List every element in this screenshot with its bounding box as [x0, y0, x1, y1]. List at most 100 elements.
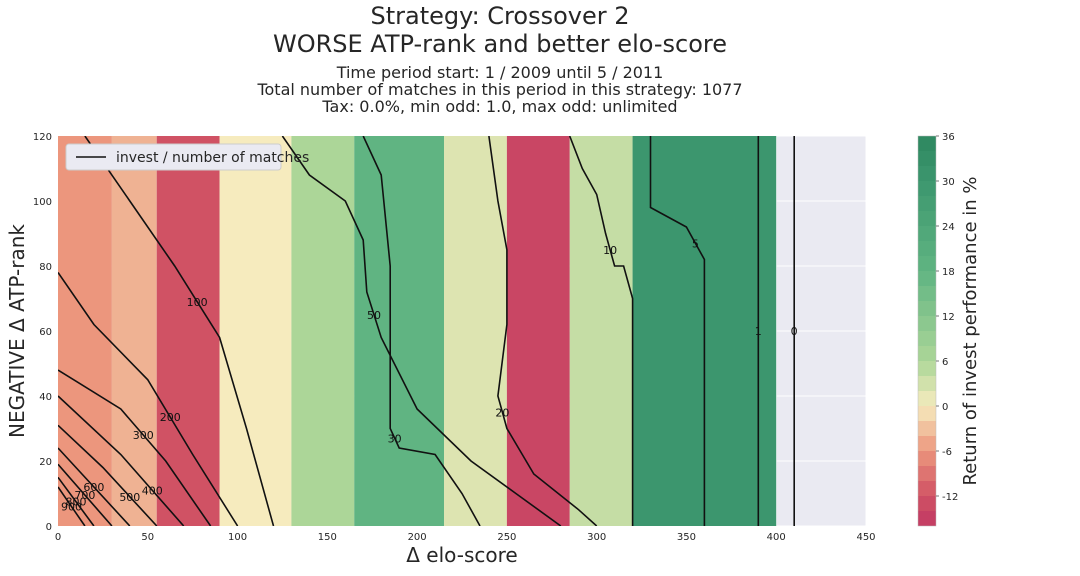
x-tick-label: 350 — [677, 532, 696, 543]
return-band-5 — [354, 136, 445, 526]
contour-label-700: 700 — [74, 489, 95, 502]
contour-line-10 — [568, 136, 634, 526]
colorbar-tick-label: 12 — [942, 312, 955, 323]
contour-line-600 — [58, 447, 131, 526]
y-tick-label: 20 — [39, 457, 52, 468]
y-axis-label: NEGATIVE Δ ATP-rank — [5, 224, 29, 438]
colorbar-step — [918, 376, 936, 391]
contour-line-700 — [58, 463, 113, 526]
chart-subtitle-tax: Tax: 0.0%, min odd: 1.0, max odd: unlimi… — [322, 97, 678, 116]
chart-title-line2: WORSE ATP-rank and better elo-score — [272, 30, 728, 58]
y-tick-label: 40 — [39, 392, 52, 403]
return-band-7 — [506, 136, 570, 526]
y-tick-label: 0 — [46, 522, 52, 533]
colorbar-step — [918, 346, 936, 361]
contour-label-10: 10 — [603, 244, 617, 257]
colorbar-step — [918, 496, 936, 511]
colorbar-tick-label: -6 — [942, 447, 952, 458]
colorbar-step — [918, 511, 936, 526]
y-tick-label: 80 — [39, 262, 52, 273]
return-band-8 — [569, 136, 633, 526]
colorbar-step — [918, 301, 936, 316]
return-band-1 — [111, 136, 157, 526]
contour-line-100 — [84, 136, 275, 526]
colorbar-step — [918, 451, 936, 466]
colorbar-frame — [917, 135, 937, 527]
contour-line-20 — [488, 136, 598, 526]
y-tick-label: 120 — [33, 132, 52, 143]
y-tick-label: 60 — [39, 327, 52, 338]
legend-entry: invest / number of matches — [116, 150, 309, 166]
colorbar-step — [918, 421, 936, 436]
colorbar-step — [918, 391, 936, 406]
colorbar-step — [918, 196, 936, 211]
colorbar-step — [918, 481, 936, 496]
colorbar-tick-label: 18 — [942, 267, 955, 278]
y-tick-label: 100 — [33, 197, 52, 208]
colorbar-step — [918, 406, 936, 421]
colorbar-step — [918, 436, 936, 451]
colorbar-step — [918, 256, 936, 271]
colorbar-tick-label: 30 — [942, 177, 955, 188]
contour-label-30: 30 — [388, 432, 402, 445]
contour-label-100: 100 — [187, 296, 208, 309]
contour-line-900 — [58, 486, 86, 526]
contour-label-1: 1 — [755, 325, 762, 338]
contour-label-800: 800 — [65, 496, 86, 509]
x-axis-label: Δ elo-score — [406, 543, 517, 567]
return-band-3 — [219, 136, 292, 526]
colorbar-tick-label: 6 — [942, 357, 948, 368]
contour-line-200 — [58, 272, 239, 526]
legend-box — [65, 143, 282, 171]
return-band-6 — [444, 136, 507, 526]
x-tick-label: 0 — [55, 532, 61, 543]
colorbar-step — [918, 361, 936, 376]
chart-subtitle-matches: Total number of matches in this period i… — [257, 80, 743, 99]
colorbar-label: Return of invest performance in % — [960, 176, 981, 485]
contour-line-50 — [281, 136, 562, 526]
x-tick-label: 150 — [318, 532, 337, 543]
contour-line-500 — [58, 424, 158, 526]
x-tick-label: 200 — [408, 532, 427, 543]
contour-label-20: 20 — [495, 406, 509, 419]
return-band-4 — [291, 136, 355, 526]
colorbar-step — [918, 211, 936, 226]
x-tick-label: 50 — [141, 532, 154, 543]
x-tick-label: 450 — [856, 532, 875, 543]
return-band-0 — [58, 136, 112, 526]
contour-label-200: 200 — [160, 411, 181, 424]
contour-label-500: 500 — [119, 491, 140, 504]
colorbar-step — [918, 331, 936, 346]
contour-line-400 — [58, 395, 185, 526]
colorbar-step — [918, 226, 936, 241]
contour-line-5 — [649, 136, 706, 526]
x-tick-label: 400 — [767, 532, 786, 543]
colorbar-step — [918, 151, 936, 166]
x-tick-label: 100 — [228, 532, 247, 543]
x-tick-label: 250 — [497, 532, 516, 543]
chart-subtitle-period: Time period start: 1 / 2009 until 5 / 20… — [336, 63, 664, 82]
colorbar-step — [918, 286, 936, 301]
return-band-2 — [156, 136, 220, 526]
colorbar-step — [918, 181, 936, 196]
colorbar-step — [918, 166, 936, 181]
contour-line-300 — [58, 369, 212, 526]
contour-label-300: 300 — [133, 429, 154, 442]
colorbar-step — [918, 271, 936, 286]
contour-line-30 — [362, 136, 481, 526]
contour-line-800 — [58, 476, 95, 526]
contour-label-50: 50 — [367, 309, 381, 322]
contour-label-600: 600 — [83, 481, 104, 494]
contour-label-5: 5 — [692, 237, 699, 250]
x-tick-label: 300 — [587, 532, 606, 543]
colorbar-tick-label: 36 — [942, 132, 955, 143]
colorbar-tick-label: 0 — [942, 402, 948, 413]
colorbar-step — [918, 136, 936, 151]
contour-label-0: 0 — [791, 325, 798, 338]
contour-label-400: 400 — [142, 484, 163, 497]
colorbar-step — [918, 241, 936, 256]
colorbar-step — [918, 316, 936, 331]
colorbar-tick-label: -12 — [942, 492, 958, 503]
